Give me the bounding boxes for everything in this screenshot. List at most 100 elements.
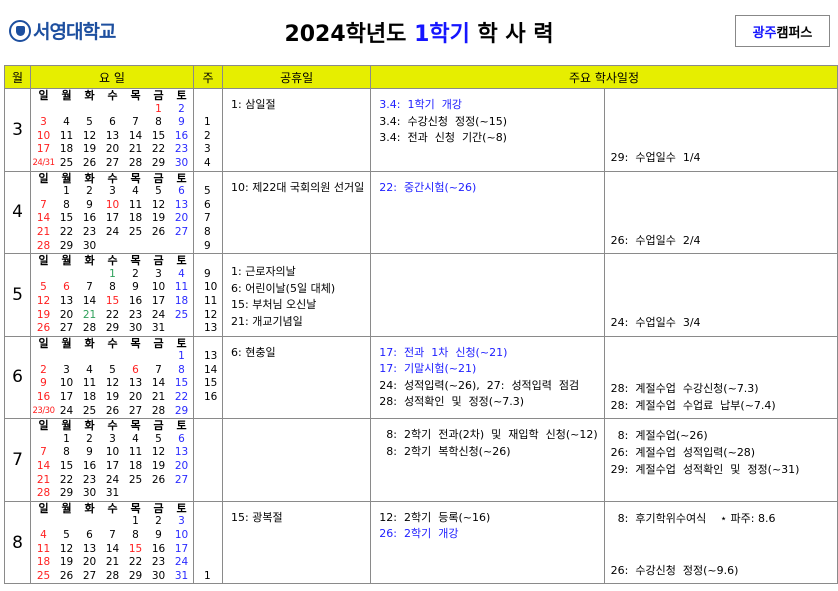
weekday-label: 수 [107, 336, 118, 350]
week-number: 10 [204, 281, 218, 294]
calendar-grid: 일 월 화 수 목 금 토 1 2 3 4 5 6 7 8 9 10 11 12 13 14 15 16 17 18 19 20 21… [31, 172, 193, 254]
calendar-day: 9 [86, 446, 93, 459]
calendar-day: 5 [86, 116, 93, 129]
weekday-label: 목 [130, 336, 141, 350]
calendar-grid: 일 월 화 수 목 금 토 1 2 3 4 5 6 7 8 9 10 11 12 13 14 15 16 17 18 19 20 21… [31, 419, 193, 501]
calendar-day: 15 [128, 542, 143, 555]
weekday-label: 목 [130, 419, 141, 433]
calendar-day: 19 [59, 556, 74, 569]
weekday-label: 월 [61, 254, 72, 268]
calendar-day: 24 [59, 404, 74, 417]
calendar-day: 6 [109, 116, 116, 129]
holiday-cell: 1: 삼일절 [221, 88, 372, 172]
calendar-day: 24 [105, 225, 120, 238]
calendar-day: 29 [105, 322, 120, 335]
week-number: 7 [204, 212, 211, 225]
calendar-day: 21 [128, 143, 143, 156]
calendar-day: 8 [63, 198, 70, 211]
weekday-label: 목 [130, 89, 141, 102]
holiday-item: 6: 어린이날(5일 대체) [231, 281, 336, 295]
calendar-day: 26 [151, 473, 166, 486]
calendar-day [32, 350, 55, 364]
event-item: 3.4: 수강신청 정정(~15) [379, 114, 507, 128]
event-list: 3.4: 1학기 개강 3.4: 수강신청 정정(~15) 3.4: 전과 신청 기… [371, 89, 603, 147]
calendar-day: 29 [59, 487, 74, 500]
week-number [204, 103, 222, 117]
weekday-label: 화 [84, 336, 95, 350]
calendar-day: 18 [128, 212, 143, 225]
calendar-day: 10 [174, 529, 189, 541]
week-number: 1 [204, 116, 211, 129]
weekday-label: 토 [176, 501, 187, 515]
event-item: 3.4: 1학기 개강 [379, 98, 462, 111]
calendar-day: 4 [132, 432, 139, 445]
calendar-day: 28 [36, 487, 51, 500]
note-item: 29: 계절수업 성적확인 및 정정(~31) [610, 463, 800, 477]
week-number: 8 [204, 225, 211, 238]
col-schedule: 주요 학사일정 [370, 65, 838, 89]
calendar-day: 7 [86, 281, 93, 294]
event-item: 26: 2학기 개강 [379, 527, 459, 541]
calendar-day: 2 [178, 102, 185, 115]
calendar-day: 26 [151, 225, 166, 238]
calendar-day: 6 [178, 432, 185, 445]
week-numbers: 1 [193, 500, 223, 585]
calendar-day: 15 [151, 129, 166, 142]
week-number: 12 [204, 308, 218, 321]
calendar-day: 31 [174, 569, 189, 582]
note-list: 29: 수업일수 1/4 [605, 89, 837, 170]
weekday-label: 일 [38, 254, 49, 268]
calendar-day [101, 103, 124, 117]
calendar-day: 12 [151, 198, 166, 211]
event-item: 8: 2학기 전과(2차) 및 재입학 신청(~12) [379, 428, 598, 442]
calendar-day: 25 [82, 404, 97, 417]
month-number: 6 [4, 335, 31, 420]
month-row: 5 일 월 화 수 목 금 토 1 2 3 4 5 6 7 8 9 10 11 12 13 14 15 16 17 18 19 20 2… [4, 253, 838, 337]
month-calendar: 일 월 화 수 목 금 토 1 2 3 4 5 6 7 8 9 10 11 12 13 14 15 16 17 18 19 20 21… [30, 335, 194, 420]
calendar-day: 5 [40, 281, 47, 294]
calendar-day: 13 [128, 377, 143, 390]
calendar-day: 23/30 [32, 405, 56, 416]
calendar-day: 13 [174, 198, 189, 211]
calendar-day: 2 [86, 185, 93, 198]
calendar-day: 1 [63, 432, 70, 445]
calendar-day: 9 [132, 281, 139, 294]
week-number [204, 405, 222, 419]
month-calendar: 일 월 화 수 목 금 토 1 2 3 4 5 6 7 8 9 10 11 12 13 14 15 16 17 18 19 20 21… [30, 88, 194, 172]
calendar-day: 22 [174, 391, 189, 404]
calendar-day: 19 [36, 308, 51, 321]
weekday-label: 목 [130, 171, 141, 185]
month-row: 3 일 월 화 수 목 금 토 1 2 3 4 5 6 7 8 9 10 11 12 13 14 15 16 17 18 19 20 2… [4, 88, 838, 172]
calendar-day: 5 [109, 363, 116, 376]
calendar-day: 8 [63, 446, 70, 459]
week-numbers [193, 418, 223, 502]
calendar-day: 26 [82, 156, 97, 169]
weekday-label: 월 [61, 336, 72, 350]
calendar-day [124, 350, 147, 364]
calendar-day: 31 [151, 322, 166, 335]
calendar-day: 27 [59, 322, 74, 335]
calendar-day: 7 [40, 446, 47, 459]
calendar-day: 13 [105, 129, 120, 142]
calendar-day: 4 [178, 267, 185, 280]
week-number [204, 487, 222, 501]
calendar-day: 8 [155, 116, 162, 129]
event-cell: 17: 전과 1차 신청(~21) 17: 기말시험(~21) 24: 성적입력(~… [370, 335, 605, 420]
note-cell: 26: 수업일수 2/4 [603, 170, 838, 255]
calendar-day: 20 [174, 460, 189, 473]
calendar-day [78, 103, 101, 117]
calendar-day: 26 [36, 322, 51, 335]
calendar-day [101, 350, 124, 364]
calendar-day: 29 [128, 569, 143, 582]
weekday-label: 목 [130, 501, 141, 515]
calendar-day: 24 [105, 473, 120, 486]
calendar-day: 7 [40, 198, 47, 211]
note-list: 8: 후기학위수여식 ⋆ 파주: 8.6 26: 수강신청 정정(~9.6) [605, 502, 837, 583]
calendar-day [147, 350, 170, 364]
calendar-day [32, 185, 55, 199]
calendar-day: 12 [151, 446, 166, 459]
calendar-day: 27 [174, 473, 189, 486]
weekday-label: 금 [153, 501, 164, 515]
